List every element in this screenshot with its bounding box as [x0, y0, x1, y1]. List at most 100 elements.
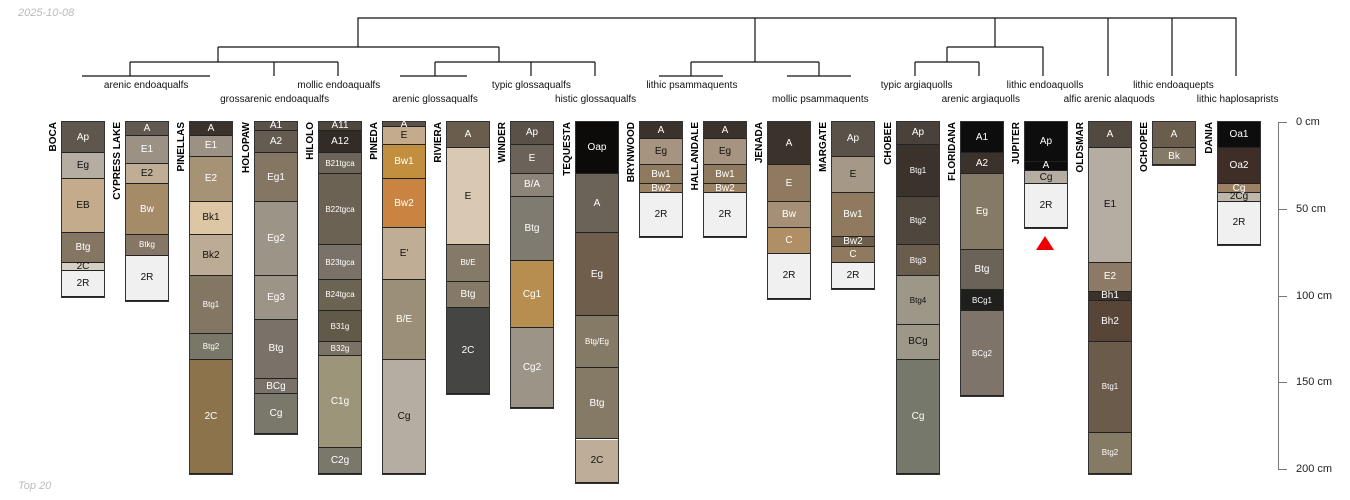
- soil-profile[interactable]: Ap E B/A Btg Cg1 Cg2: [510, 121, 554, 410]
- soil-profile[interactable]: A1 A2 Eg Btg BCg1 BCg2: [960, 121, 1004, 398]
- horizon: Oa1: [1218, 122, 1260, 149]
- horizon: A: [1089, 122, 1131, 149]
- taxonomy-label: mollic psammaquents: [771, 94, 869, 105]
- taxonomy-label: lithic endoaquepts: [1133, 80, 1214, 91]
- horizon: E: [511, 144, 553, 175]
- soil-profile[interactable]: Oa1 Oa2 Cg 2Cg 2R: [1217, 121, 1261, 247]
- horizon: B21tgca: [319, 153, 361, 175]
- horizon: B/E: [383, 279, 425, 360]
- horizon: BCg1: [961, 290, 1003, 312]
- profile-name: OLDSMAR: [1075, 122, 1086, 173]
- horizon: E: [447, 148, 489, 246]
- horizon: Cg: [255, 394, 297, 435]
- axis-tick: [1278, 382, 1287, 384]
- taxonomy-label: lithic haplosaprists: [1196, 94, 1279, 105]
- horizon: Bw: [126, 184, 168, 235]
- horizon: Bt/E: [447, 245, 489, 282]
- horizon: 2R: [768, 253, 810, 299]
- horizon: E1: [1089, 148, 1131, 263]
- horizon: Btg2: [1089, 432, 1131, 475]
- taxonomy-label: grossarenic endoaqualfs: [220, 94, 330, 105]
- horizon: A: [447, 122, 489, 149]
- horizon: Bw2: [640, 183, 682, 194]
- profile-name: JUPITER: [1011, 122, 1022, 165]
- profile-name: FLORIDANA: [947, 122, 958, 181]
- taxonomy-label: typic argiaquolls: [880, 80, 953, 91]
- horizon: Btkg: [126, 234, 168, 256]
- soil-profile[interactable]: A E1 E2 Bh1 Bh2 Btg1 Btg2: [1088, 121, 1132, 476]
- soil-profile[interactable]: A1 A2 Eg1 Eg2 Eg3 Btg BCg Cg: [254, 120, 298, 436]
- horizon: 2C: [190, 359, 232, 475]
- horizon: 2C: [62, 261, 104, 272]
- footer-label: Top 20: [18, 480, 52, 492]
- soil-profile[interactable]: Ap Btg1 Btg2 Btg3 Btg4 BCg Cg: [896, 121, 940, 476]
- horizon: E: [832, 156, 874, 194]
- dendrogram-root: [357, 17, 1237, 76]
- horizon: Oa2: [1218, 148, 1260, 185]
- warning-triangle-icon: [1036, 235, 1054, 250]
- axis-tick-label: 50 cm: [1296, 202, 1326, 215]
- horizon: C: [768, 227, 810, 254]
- horizon: 2R: [704, 193, 746, 237]
- profile-name: HALLANDALE: [690, 122, 701, 191]
- horizon: Btg1: [190, 276, 232, 334]
- horizon: E: [383, 127, 425, 145]
- horizon: B31g: [319, 311, 361, 343]
- horizon: Bw2: [383, 179, 425, 228]
- soil-profile[interactable]: Ap E Bw1 Bw2 C 2R: [831, 121, 875, 290]
- soil-profile[interactable]: A11 A12 B21tgca B22tgca B23tgca B24tgca B31g B3…: [318, 120, 362, 476]
- profile-name: BRYNWOOD: [626, 122, 637, 183]
- horizon: A11: [319, 120, 361, 131]
- soil-profile[interactable]: A Eg Bw1 Bw2 2R: [639, 121, 683, 238]
- date-label: 2025-10-08: [18, 7, 75, 19]
- horizon: A: [383, 119, 425, 130]
- soil-profile[interactable]: Ap Eg EB Btg 2C 2R: [61, 121, 105, 299]
- soil-profile[interactable]: A E Bw C 2R: [767, 121, 811, 300]
- axis-tick-label: 150 cm: [1296, 376, 1333, 389]
- taxonomy-label: typic glossaqualfs: [491, 80, 571, 91]
- dendrogram: [82, 17, 1237, 77]
- axis-tick-label: 100 cm: [1296, 289, 1333, 302]
- horizon: Eg: [640, 139, 682, 166]
- horizon: A: [768, 122, 810, 166]
- horizon: A: [704, 122, 746, 140]
- horizon: A1: [961, 122, 1003, 154]
- horizon: Btg: [447, 281, 489, 308]
- taxonomy-label: arenic glossaqualfs: [392, 94, 478, 105]
- soil-profile[interactable]: Oap A Eg Btg/Eg Btg 2C: [575, 121, 619, 484]
- horizon: Btg3: [897, 245, 939, 277]
- soil-profile[interactable]: A Eg Bw1 Bw2 2R: [703, 121, 747, 238]
- soil-profile[interactable]: A E1 E2 Bk1 Bk2 Btg1 Btg2 2C: [189, 121, 233, 476]
- horizon: BCg: [897, 324, 939, 360]
- horizon: Bw1: [704, 165, 746, 185]
- horizon: Ap: [832, 122, 874, 157]
- soil-profile[interactable]: Ap A Cg 2R: [1024, 121, 1068, 229]
- soil-profile[interactable]: A Bk: [1152, 121, 1196, 167]
- horizon: 2R: [640, 193, 682, 237]
- taxonomy-label: arenic argiaquolls: [941, 94, 1020, 105]
- soil-profile[interactable]: A E Bw1 Bw2 E' B/E Cg: [382, 119, 426, 476]
- soil-profile[interactable]: A E1 E2 Bw Btkg 2R: [125, 121, 169, 302]
- profile-name: CYPRESS LAKE: [112, 122, 123, 200]
- profile-name: JENADA: [754, 122, 765, 164]
- taxonomy-label: lithic psammaquents: [646, 80, 738, 91]
- horizon: Btg: [62, 233, 104, 263]
- horizon: Btg4: [897, 276, 939, 325]
- horizon: A2: [255, 130, 297, 154]
- horizon: Bh1: [1089, 290, 1131, 301]
- horizon: Bk2: [190, 234, 232, 277]
- horizon: 2R: [1218, 201, 1260, 246]
- horizon: Eg: [961, 174, 1003, 251]
- horizon: E2: [190, 156, 232, 202]
- soil-profile[interactable]: A E Bt/E Btg 2C: [446, 121, 490, 396]
- horizon: Eg2: [255, 201, 297, 277]
- horizon: Eg: [704, 139, 746, 166]
- taxonomy-label: lithic endoaquolls: [1006, 80, 1084, 91]
- profile-name: PINELLAS: [176, 122, 187, 172]
- profile-name: HILOLO: [305, 122, 316, 160]
- horizon: E2: [1089, 262, 1131, 293]
- horizon: EB: [62, 179, 104, 234]
- horizon: A: [576, 174, 618, 234]
- horizon: 2R: [62, 271, 104, 298]
